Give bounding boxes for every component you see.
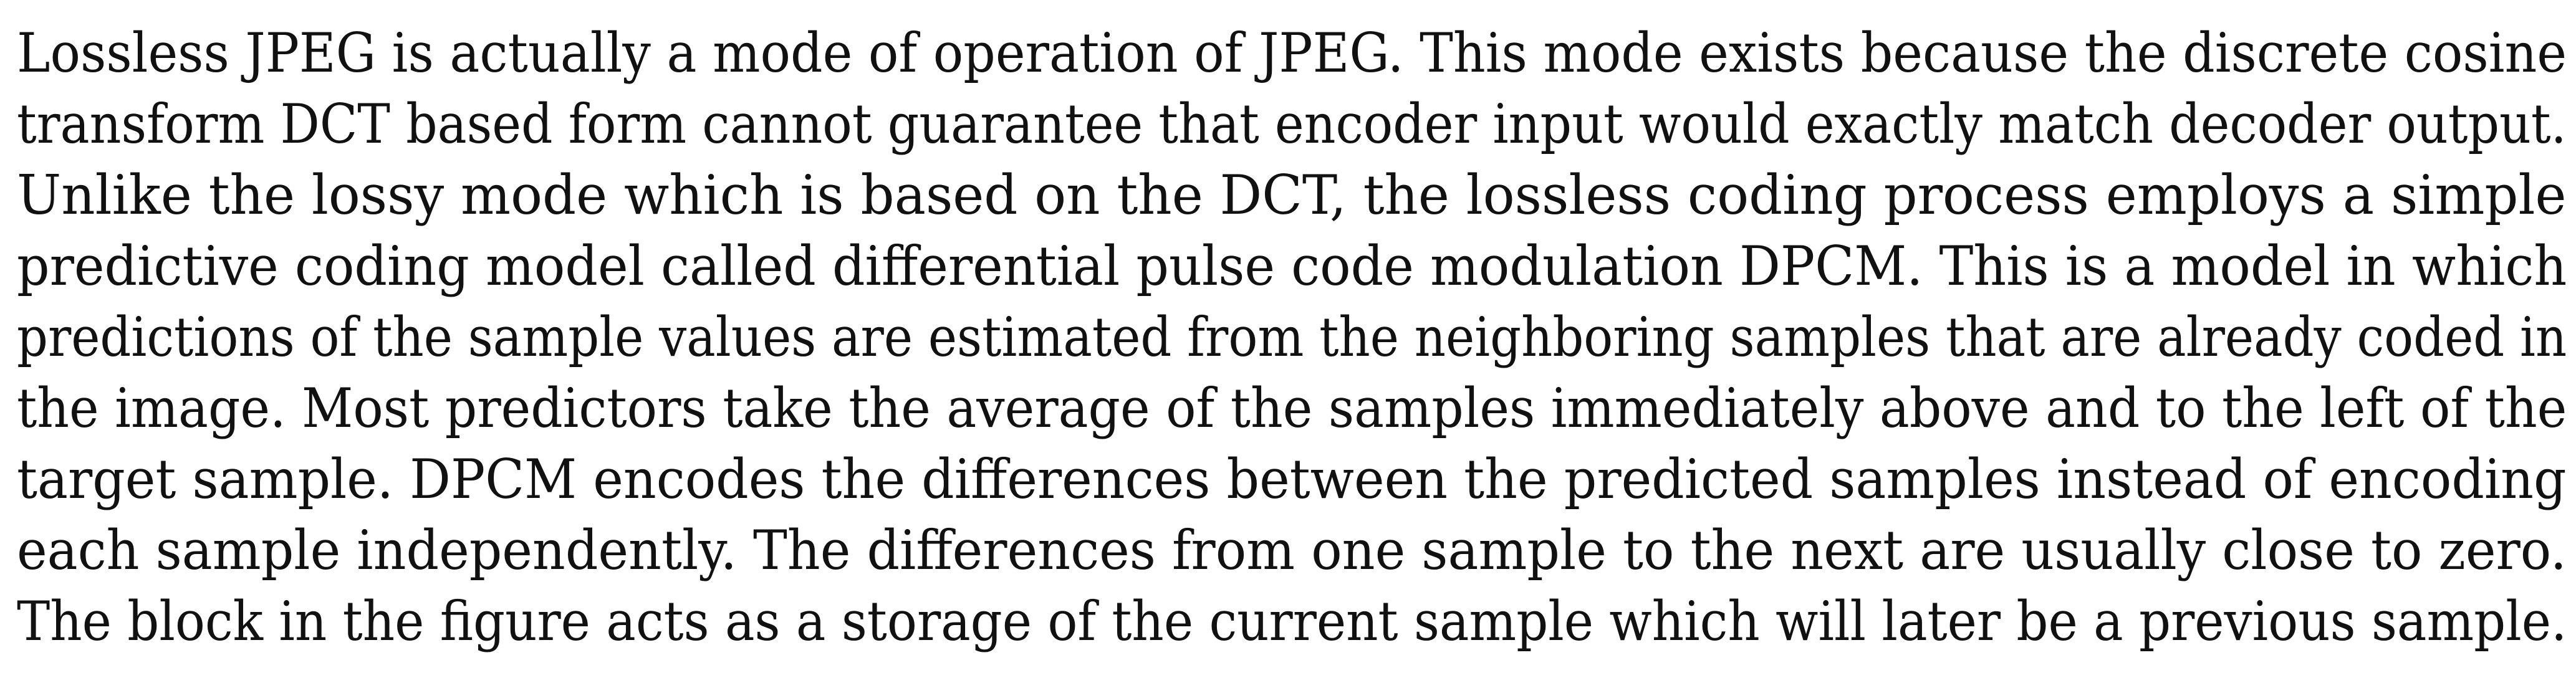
paragraph: Lossless JPEG is actually a mode of oper… — [17, 17, 2567, 657]
text-line-6: the image. Most predictors take the aver… — [17, 376, 2567, 440]
text-line-1: Lossless JPEG is actually a mode of oper… — [17, 21, 2567, 85]
text-line-9: The block in the figure acts as a storag… — [17, 590, 2567, 653]
text-line-8: each sample independently. The differenc… — [17, 518, 2567, 582]
text-line-3: Unlike the lossy mode which is based on … — [17, 163, 2567, 227]
text-line-7: target sample. DPCM encodes the differen… — [17, 447, 2567, 511]
text-line-4: predictive coding model called different… — [17, 234, 2567, 298]
text-line-5: predictions of the sample values are est… — [17, 305, 2567, 369]
text-line-2: transform DCT based form cannot guarante… — [17, 92, 2567, 156]
